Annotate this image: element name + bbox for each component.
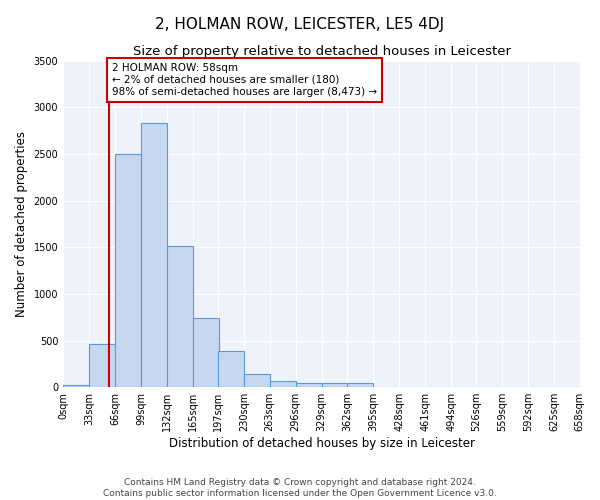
Bar xyxy=(296,382,322,387)
Bar xyxy=(141,123,167,387)
Bar xyxy=(89,344,115,387)
Bar xyxy=(244,374,269,387)
Bar xyxy=(269,380,296,387)
Bar xyxy=(115,154,141,387)
Bar xyxy=(167,246,193,387)
Bar xyxy=(218,351,244,387)
Text: 2 HOLMAN ROW: 58sqm
← 2% of detached houses are smaller (180)
98% of semi-detach: 2 HOLMAN ROW: 58sqm ← 2% of detached hou… xyxy=(112,64,377,96)
Y-axis label: Number of detached properties: Number of detached properties xyxy=(15,131,28,317)
X-axis label: Distribution of detached houses by size in Leicester: Distribution of detached houses by size … xyxy=(169,437,475,450)
Text: Contains HM Land Registry data © Crown copyright and database right 2024.
Contai: Contains HM Land Registry data © Crown c… xyxy=(103,478,497,498)
Bar xyxy=(347,382,373,387)
Bar xyxy=(63,386,89,387)
Bar xyxy=(193,318,218,387)
Text: 2, HOLMAN ROW, LEICESTER, LE5 4DJ: 2, HOLMAN ROW, LEICESTER, LE5 4DJ xyxy=(155,18,445,32)
Title: Size of property relative to detached houses in Leicester: Size of property relative to detached ho… xyxy=(133,45,511,58)
Bar xyxy=(322,382,347,387)
